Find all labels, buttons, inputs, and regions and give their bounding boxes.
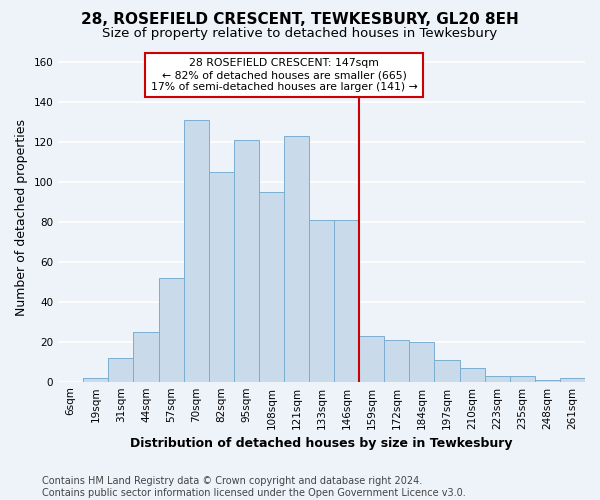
Bar xyxy=(409,342,434,382)
Bar xyxy=(234,140,259,382)
Bar xyxy=(133,332,158,382)
Bar xyxy=(535,380,560,382)
Bar xyxy=(209,172,234,382)
Bar xyxy=(385,340,409,382)
Bar xyxy=(259,192,284,382)
Bar xyxy=(109,358,133,382)
Text: Size of property relative to detached houses in Tewkesbury: Size of property relative to detached ho… xyxy=(103,28,497,40)
Bar xyxy=(184,120,209,382)
Bar xyxy=(460,368,485,382)
Y-axis label: Number of detached properties: Number of detached properties xyxy=(15,118,28,316)
Bar xyxy=(158,278,184,382)
Bar xyxy=(284,136,309,382)
Text: 28 ROSEFIELD CRESCENT: 147sqm
← 82% of detached houses are smaller (665)
17% of : 28 ROSEFIELD CRESCENT: 147sqm ← 82% of d… xyxy=(151,58,418,92)
Text: 28, ROSEFIELD CRESCENT, TEWKESBURY, GL20 8EH: 28, ROSEFIELD CRESCENT, TEWKESBURY, GL20… xyxy=(81,12,519,28)
X-axis label: Distribution of detached houses by size in Tewkesbury: Distribution of detached houses by size … xyxy=(130,437,513,450)
Text: Contains HM Land Registry data © Crown copyright and database right 2024.
Contai: Contains HM Land Registry data © Crown c… xyxy=(42,476,466,498)
Bar xyxy=(560,378,585,382)
Bar xyxy=(434,360,460,382)
Bar xyxy=(334,220,359,382)
Bar xyxy=(359,336,385,382)
Bar xyxy=(485,376,510,382)
Bar xyxy=(510,376,535,382)
Bar xyxy=(309,220,334,382)
Bar xyxy=(83,378,109,382)
